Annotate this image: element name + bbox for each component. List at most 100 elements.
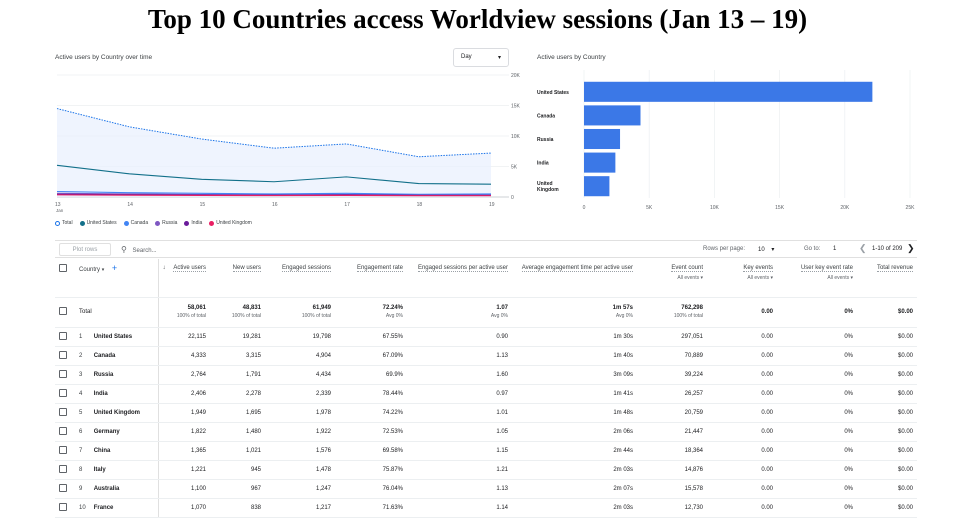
table-row[interactable]: 1 United States 22,115 19,281 19,798 67.55% 0.… xyxy=(55,327,917,347)
row-engaged-per-user: 1.15 xyxy=(407,441,512,461)
table-row[interactable]: 10 France 1,070 838 1,217 71.63% 1.14 2m 03s 12,… xyxy=(55,498,917,518)
x-tick-label: 19 xyxy=(489,202,495,208)
active-users-header[interactable]: ↓ Active users xyxy=(158,259,210,298)
bar-india[interactable] xyxy=(584,152,616,173)
granularity-dropdown[interactable]: Day ▾ xyxy=(453,48,509,67)
table-row[interactable]: 3 Russia 2,764 1,791 4,434 69.9% 1.60 3m 09s 39,… xyxy=(55,365,917,385)
legend-dot-icon xyxy=(79,220,85,226)
legend-item[interactable]: United States xyxy=(79,220,117,226)
select-all-checkbox[interactable] xyxy=(59,264,67,272)
event-count-header[interactable]: Event count All events ▾ xyxy=(637,259,707,298)
row-key-events: 0.00 xyxy=(707,327,777,347)
bar-united-states[interactable] xyxy=(584,81,873,102)
plot-rows-button[interactable]: Plot rows xyxy=(59,243,111,256)
table-row[interactable]: 6 Germany 1,822 1,480 1,922 72.53% 1.05 2m 06s 2… xyxy=(55,422,917,442)
engagement-rate-header[interactable]: Engagement rate xyxy=(335,259,407,298)
total-key-events: 0.00 xyxy=(707,297,777,328)
engagement-rate-header-label: Engagement rate xyxy=(356,265,403,272)
legend-item[interactable]: India xyxy=(184,220,202,226)
row-engaged-sessions: 1,576 xyxy=(265,441,335,461)
search-box[interactable]: ⚲ Search... xyxy=(121,245,157,254)
rows-per-page-select[interactable]: 10 ▾ xyxy=(758,247,775,253)
row-index: 10 xyxy=(75,498,90,518)
country-header[interactable]: Country ▾ + xyxy=(75,259,159,298)
row-checkbox[interactable] xyxy=(59,502,67,511)
bar-canada[interactable] xyxy=(584,105,641,126)
row-checkbox[interactable] xyxy=(59,388,67,397)
legend-item[interactable]: United Kingdom xyxy=(209,220,252,226)
series-line-united-kingdom[interactable] xyxy=(56,194,491,197)
caret-down-icon[interactable]: ▾ xyxy=(101,267,105,273)
rate-filter-dropdown[interactable]: All events ▾ xyxy=(827,275,853,281)
row-new-users: 1,791 xyxy=(210,365,265,385)
next-page-icon[interactable]: ❯ xyxy=(907,243,915,253)
table-row[interactable]: 8 Italy 1,221 945 1,478 75.87% 1.21 2m 03s 14,87… xyxy=(55,460,917,480)
x-tick-label: 14 xyxy=(127,202,133,208)
table-row[interactable]: 2 Canada 4,333 3,315 4,904 67.09% 1.13 1m 40s 70… xyxy=(55,346,917,366)
table-row[interactable]: 4 India 2,406 2,278 2,339 78.44% 0.97 1m 41s 26,… xyxy=(55,384,917,404)
bar-russia[interactable] xyxy=(584,128,621,150)
series-line-canada[interactable] xyxy=(56,190,492,195)
x-tick-label: 17 xyxy=(344,202,350,208)
row-index: 4 xyxy=(75,384,90,404)
total-revenue-header[interactable]: Total revenue xyxy=(857,259,917,298)
event-count-header-label: Event count xyxy=(671,265,703,272)
bar-chart-title: Active users by Country xyxy=(537,54,606,61)
row-checkbox[interactable] xyxy=(59,407,67,416)
table-row[interactable]: 9 Australia 1,100 967 1,247 76.04% 1.13 2m 07s 1… xyxy=(55,479,917,499)
row-engaged-per-user: 1.13 xyxy=(407,346,512,366)
row-engaged-sessions: 1,247 xyxy=(265,479,335,499)
bar-united-kingdom[interactable] xyxy=(584,176,610,197)
row-engaged-per-user: 0.90 xyxy=(407,327,512,347)
total-area xyxy=(57,108,491,197)
event-filter-dropdown[interactable]: All events ▾ xyxy=(677,275,703,281)
key-events-header[interactable]: Key events All events ▾ xyxy=(707,259,777,298)
legend-item[interactable]: Canada xyxy=(123,220,148,226)
prev-page-icon[interactable]: ❮ xyxy=(859,243,867,253)
row-engaged-per-user: 1.13 xyxy=(407,479,512,499)
row-checkbox[interactable] xyxy=(59,331,67,340)
engaged-sessions-header[interactable]: Engaged sessions xyxy=(265,259,335,298)
bar-category-label: India xyxy=(537,161,549,167)
engaged-per-user-header-label: Engaged sessions per active user xyxy=(417,265,508,272)
goto-input[interactable]: 1 xyxy=(833,246,837,252)
legend-dot-icon xyxy=(155,220,161,226)
add-dimension-icon[interactable]: + xyxy=(111,263,118,273)
row-checkbox[interactable] xyxy=(59,426,67,435)
row-key-events: 0.00 xyxy=(707,460,777,480)
row-engaged-per-user: 1.05 xyxy=(407,422,512,442)
row-user-key-event-rate: 0% xyxy=(777,403,857,423)
search-input[interactable]: Search... xyxy=(132,248,157,254)
row-checkbox[interactable] xyxy=(59,445,67,454)
table-row[interactable]: 7 China 1,365 1,021 1,576 69.58% 1.15 2m 44s 18,… xyxy=(55,441,917,461)
key-events-filter-dropdown[interactable]: All events ▾ xyxy=(747,275,773,281)
legend-item[interactable]: Russia xyxy=(155,220,177,226)
total-new-users-sub: 100% of total xyxy=(231,313,261,319)
x-tick-label: 5K xyxy=(646,205,653,211)
row-checkbox[interactable] xyxy=(59,369,67,378)
legend-item[interactable]: Total xyxy=(55,220,73,226)
table-row[interactable]: 5 United Kingdom 1,949 1,695 1,978 74.22% 1.01… xyxy=(55,403,917,423)
total-avg-engagement-value: 1m 57s xyxy=(612,305,633,311)
legend-dot-icon xyxy=(55,220,60,226)
row-checkbox[interactable] xyxy=(59,350,67,359)
row-key-events: 0.00 xyxy=(707,365,777,385)
user-key-event-rate-header[interactable]: User key event rate All events ▾ xyxy=(777,259,857,298)
row-checkbox-cell xyxy=(55,403,75,423)
total-engaged-per-user: 1.07 Avg 0% xyxy=(407,297,512,328)
row-active-users: 1,949 xyxy=(158,403,210,423)
total-avg-engagement: 1m 57s Avg 0% xyxy=(512,297,637,328)
engaged-per-user-header[interactable]: Engaged sessions per active user xyxy=(407,259,512,298)
row-checkbox-cell xyxy=(55,327,75,347)
row-checkbox[interactable] xyxy=(59,483,67,492)
row-checkbox[interactable] xyxy=(59,464,67,473)
row-new-users: 2,278 xyxy=(210,384,265,404)
new-users-header[interactable]: New users xyxy=(210,259,265,298)
series-line-united-states[interactable] xyxy=(56,164,492,185)
row-avg-engagement: 2m 03s xyxy=(512,498,637,518)
row-event-count: 18,364 xyxy=(637,441,707,461)
row-checkbox-cell xyxy=(55,479,75,499)
row-checkbox[interactable] xyxy=(59,307,67,315)
avg-engagement-header[interactable]: Average engagement time per active user xyxy=(512,259,637,298)
row-country: Australia xyxy=(89,479,159,499)
